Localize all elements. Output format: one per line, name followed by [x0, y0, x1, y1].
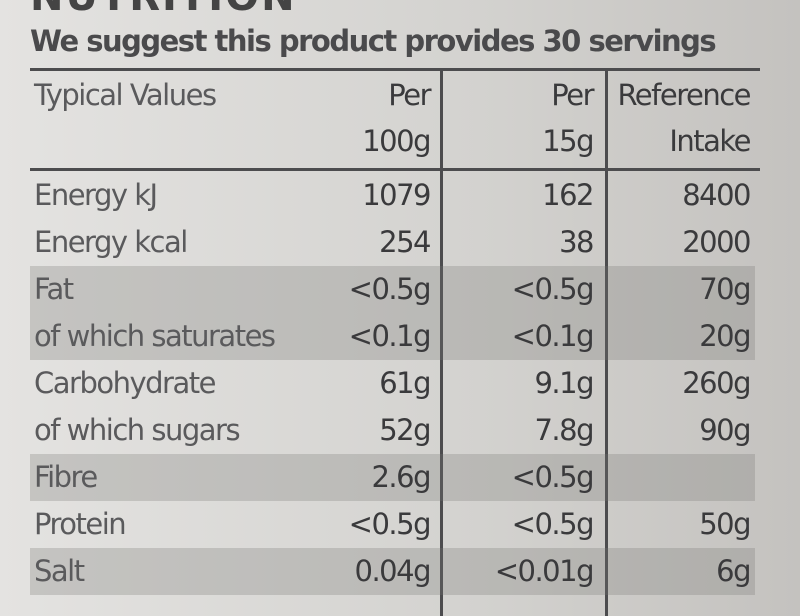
header-cell: Reference: [617, 78, 751, 112]
header-cell: 15g: [542, 124, 594, 158]
column-rule: [605, 68, 608, 616]
column-rule: [440, 68, 443, 616]
nutrient-value: <0.5g: [511, 507, 595, 541]
header-cell: 100g: [362, 124, 431, 158]
nutrient-value: 0.04g: [354, 554, 432, 588]
nutrient-value: 90g: [699, 413, 751, 447]
nutrient-value: 61g: [379, 366, 431, 400]
nutrient-value: 20g: [699, 319, 751, 353]
nutrient-name: Fat: [34, 272, 74, 306]
nutrient-value: 38: [559, 225, 594, 259]
nutrient-value: 6g: [716, 554, 751, 588]
subtitle: We suggest this product provides 30 serv…: [30, 24, 717, 58]
nutrient-value: <0.5g: [348, 272, 432, 306]
nutrient-value: <0.01g: [494, 554, 595, 588]
nutrient-value: <0.5g: [348, 507, 432, 541]
header-cell: Per: [551, 78, 594, 112]
nutrient-name: Fibre: [34, 460, 98, 494]
nutrient-value: 7.8g: [534, 413, 594, 447]
nutrient-name: of which sugars: [34, 413, 241, 447]
nutrient-value: 2000: [682, 225, 751, 259]
nutrient-name: Energy kJ: [34, 178, 158, 212]
nutrient-name: Energy kcal: [34, 225, 188, 259]
row-shade: [30, 454, 755, 501]
header-cell: Intake: [669, 124, 751, 158]
header-cell: Per: [388, 78, 431, 112]
nutrient-value: 70g: [699, 272, 751, 306]
nutrient-name: Protein: [34, 507, 127, 541]
nutrient-value: 254: [379, 225, 431, 259]
rule: [30, 168, 760, 171]
row-shade: [30, 548, 755, 595]
nutrient-name: Carbohydrate: [34, 366, 216, 400]
nutrient-value: 1079: [362, 178, 431, 212]
nutrient-value: 9.1g: [534, 366, 594, 400]
nutrient-name: of which saturates: [34, 319, 276, 353]
nutrient-value: <0.5g: [511, 272, 595, 306]
nutrient-value: 2.6g: [371, 460, 431, 494]
title: NUTRITION: [30, 0, 297, 20]
nutrient-value: <0.1g: [348, 319, 432, 353]
nutrient-value: 162: [542, 178, 594, 212]
nutrient-value: 260g: [682, 366, 751, 400]
rule: [30, 68, 760, 71]
header-cell: Typical Values: [34, 78, 217, 112]
nutrient-value: 50g: [699, 507, 751, 541]
row-shade: [30, 266, 755, 313]
row-shade: [30, 313, 755, 360]
nutrient-value: 8400: [682, 178, 751, 212]
nutrient-value: <0.5g: [511, 460, 595, 494]
nutrient-name: Salt: [34, 554, 85, 588]
nutrient-value: 52g: [379, 413, 431, 447]
nutrient-value: <0.1g: [511, 319, 595, 353]
